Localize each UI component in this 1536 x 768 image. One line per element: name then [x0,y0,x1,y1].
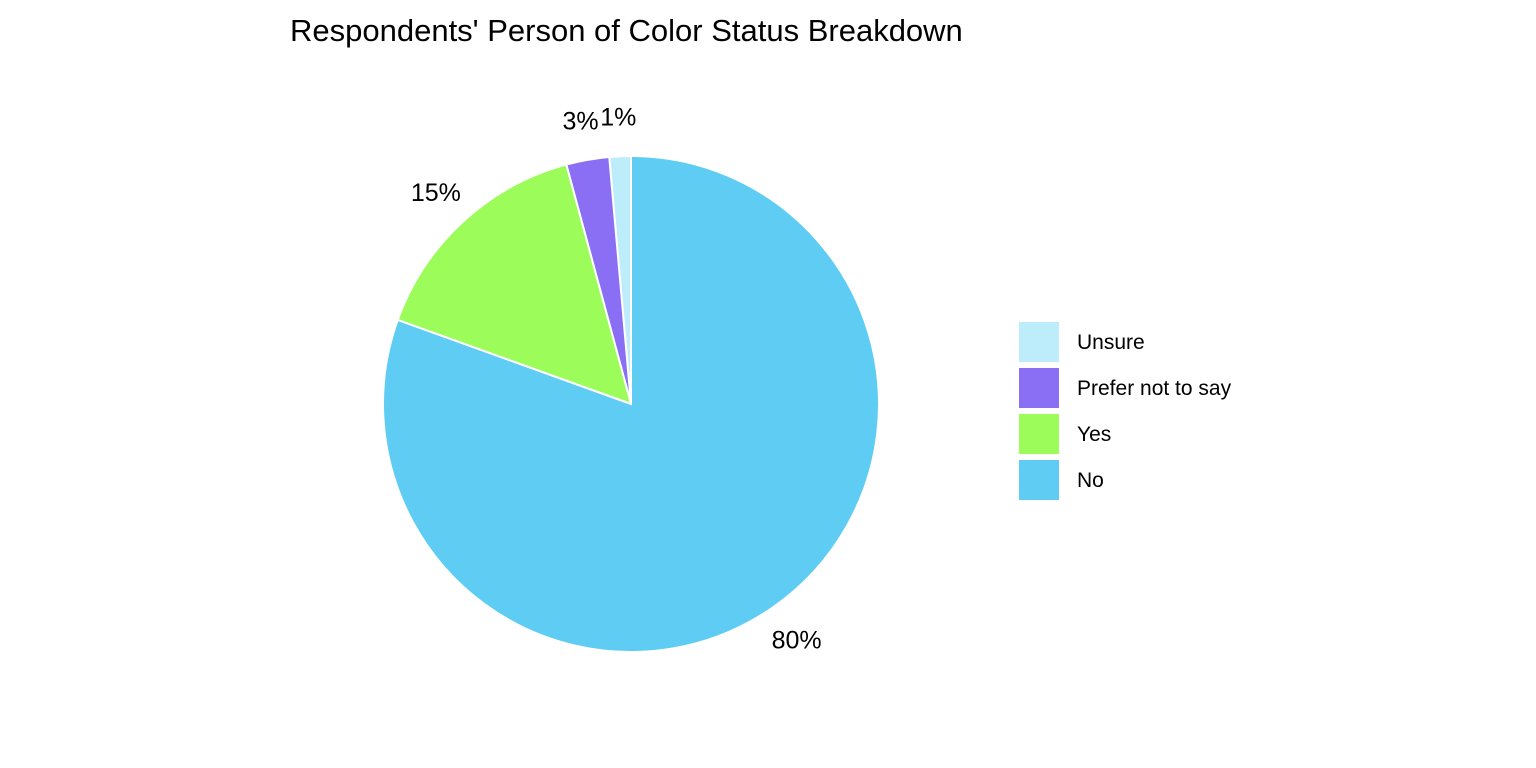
pie-slices [382,154,880,653]
slice-labels: 1%3% 15% 80% [411,103,822,654]
slice-label-prefer-not-to-say: 3% [563,107,599,135]
slice-label-no: 80% [772,627,822,655]
legend-label-prefer-not-to-say: Prefer not to say [1077,377,1232,400]
slice-label-yes: 15% [411,179,461,207]
chart-title: Respondents' Person of Color Status Brea… [290,13,963,48]
legend-swatch-unsure [1019,322,1059,362]
legend-swatch-no [1019,460,1059,500]
legend-swatch-prefer-not-to-say [1019,368,1059,408]
legend-label-no: No [1077,469,1104,492]
slice-label-unsure: 1% [600,103,636,131]
legend: Unsure Prefer not to say Yes No [1019,322,1232,500]
pie-slice-no [382,154,880,653]
legend-swatch-yes [1019,414,1059,454]
legend-label-yes: Yes [1077,423,1111,446]
legend-label-unsure: Unsure [1077,331,1145,354]
pie-slice-yes [396,163,633,406]
